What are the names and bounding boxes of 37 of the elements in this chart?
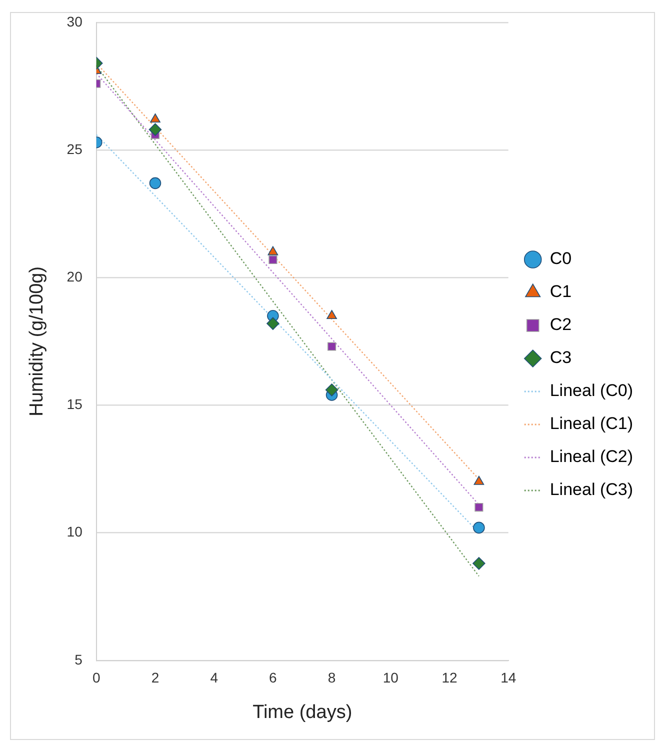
point bbox=[472, 557, 486, 570]
legend-label: C0 bbox=[550, 249, 572, 268]
point bbox=[328, 342, 336, 351]
legend-label: Lineal (C3) bbox=[550, 480, 634, 500]
point bbox=[148, 123, 162, 136]
y-tick-label: 25 bbox=[66, 140, 83, 157]
y-tick-label: 10 bbox=[66, 524, 83, 540]
y-tick-label: 30 bbox=[66, 13, 83, 30]
point bbox=[150, 113, 160, 123]
point bbox=[473, 522, 485, 534]
y-tick-label: 5 bbox=[74, 651, 83, 668]
y-tick-label: 20 bbox=[66, 268, 83, 284]
x-tick-label: 6 bbox=[269, 670, 278, 686]
point bbox=[474, 476, 484, 485]
legend-label: Lineal (C0) bbox=[550, 381, 634, 400]
legend-label: C2 bbox=[550, 315, 572, 334]
point bbox=[149, 177, 162, 190]
x-axis-title: Time (days) bbox=[252, 702, 352, 723]
y-tick-label: 15 bbox=[66, 396, 83, 412]
y-axis-title: Humidity (g/100g) bbox=[26, 266, 48, 416]
point bbox=[268, 255, 278, 264]
point bbox=[268, 246, 278, 256]
x-tick-label: 10 bbox=[382, 670, 399, 686]
x-tick-label: 8 bbox=[328, 670, 336, 686]
point bbox=[266, 317, 280, 330]
x-tick-label: 0 bbox=[92, 670, 100, 686]
x-tick-label: 12 bbox=[442, 670, 458, 686]
point bbox=[325, 383, 338, 396]
legend-label: C1 bbox=[550, 282, 572, 302]
x-tick-label: 4 bbox=[210, 670, 218, 686]
x-tick-label: 14 bbox=[500, 670, 516, 686]
legend-label: Lineal (C2) bbox=[550, 447, 634, 466]
point bbox=[474, 502, 484, 512]
x-tick-label: 2 bbox=[151, 670, 160, 686]
legend-label: C3 bbox=[550, 348, 572, 368]
point bbox=[326, 310, 337, 320]
legend-label: Lineal (C1) bbox=[550, 414, 634, 434]
